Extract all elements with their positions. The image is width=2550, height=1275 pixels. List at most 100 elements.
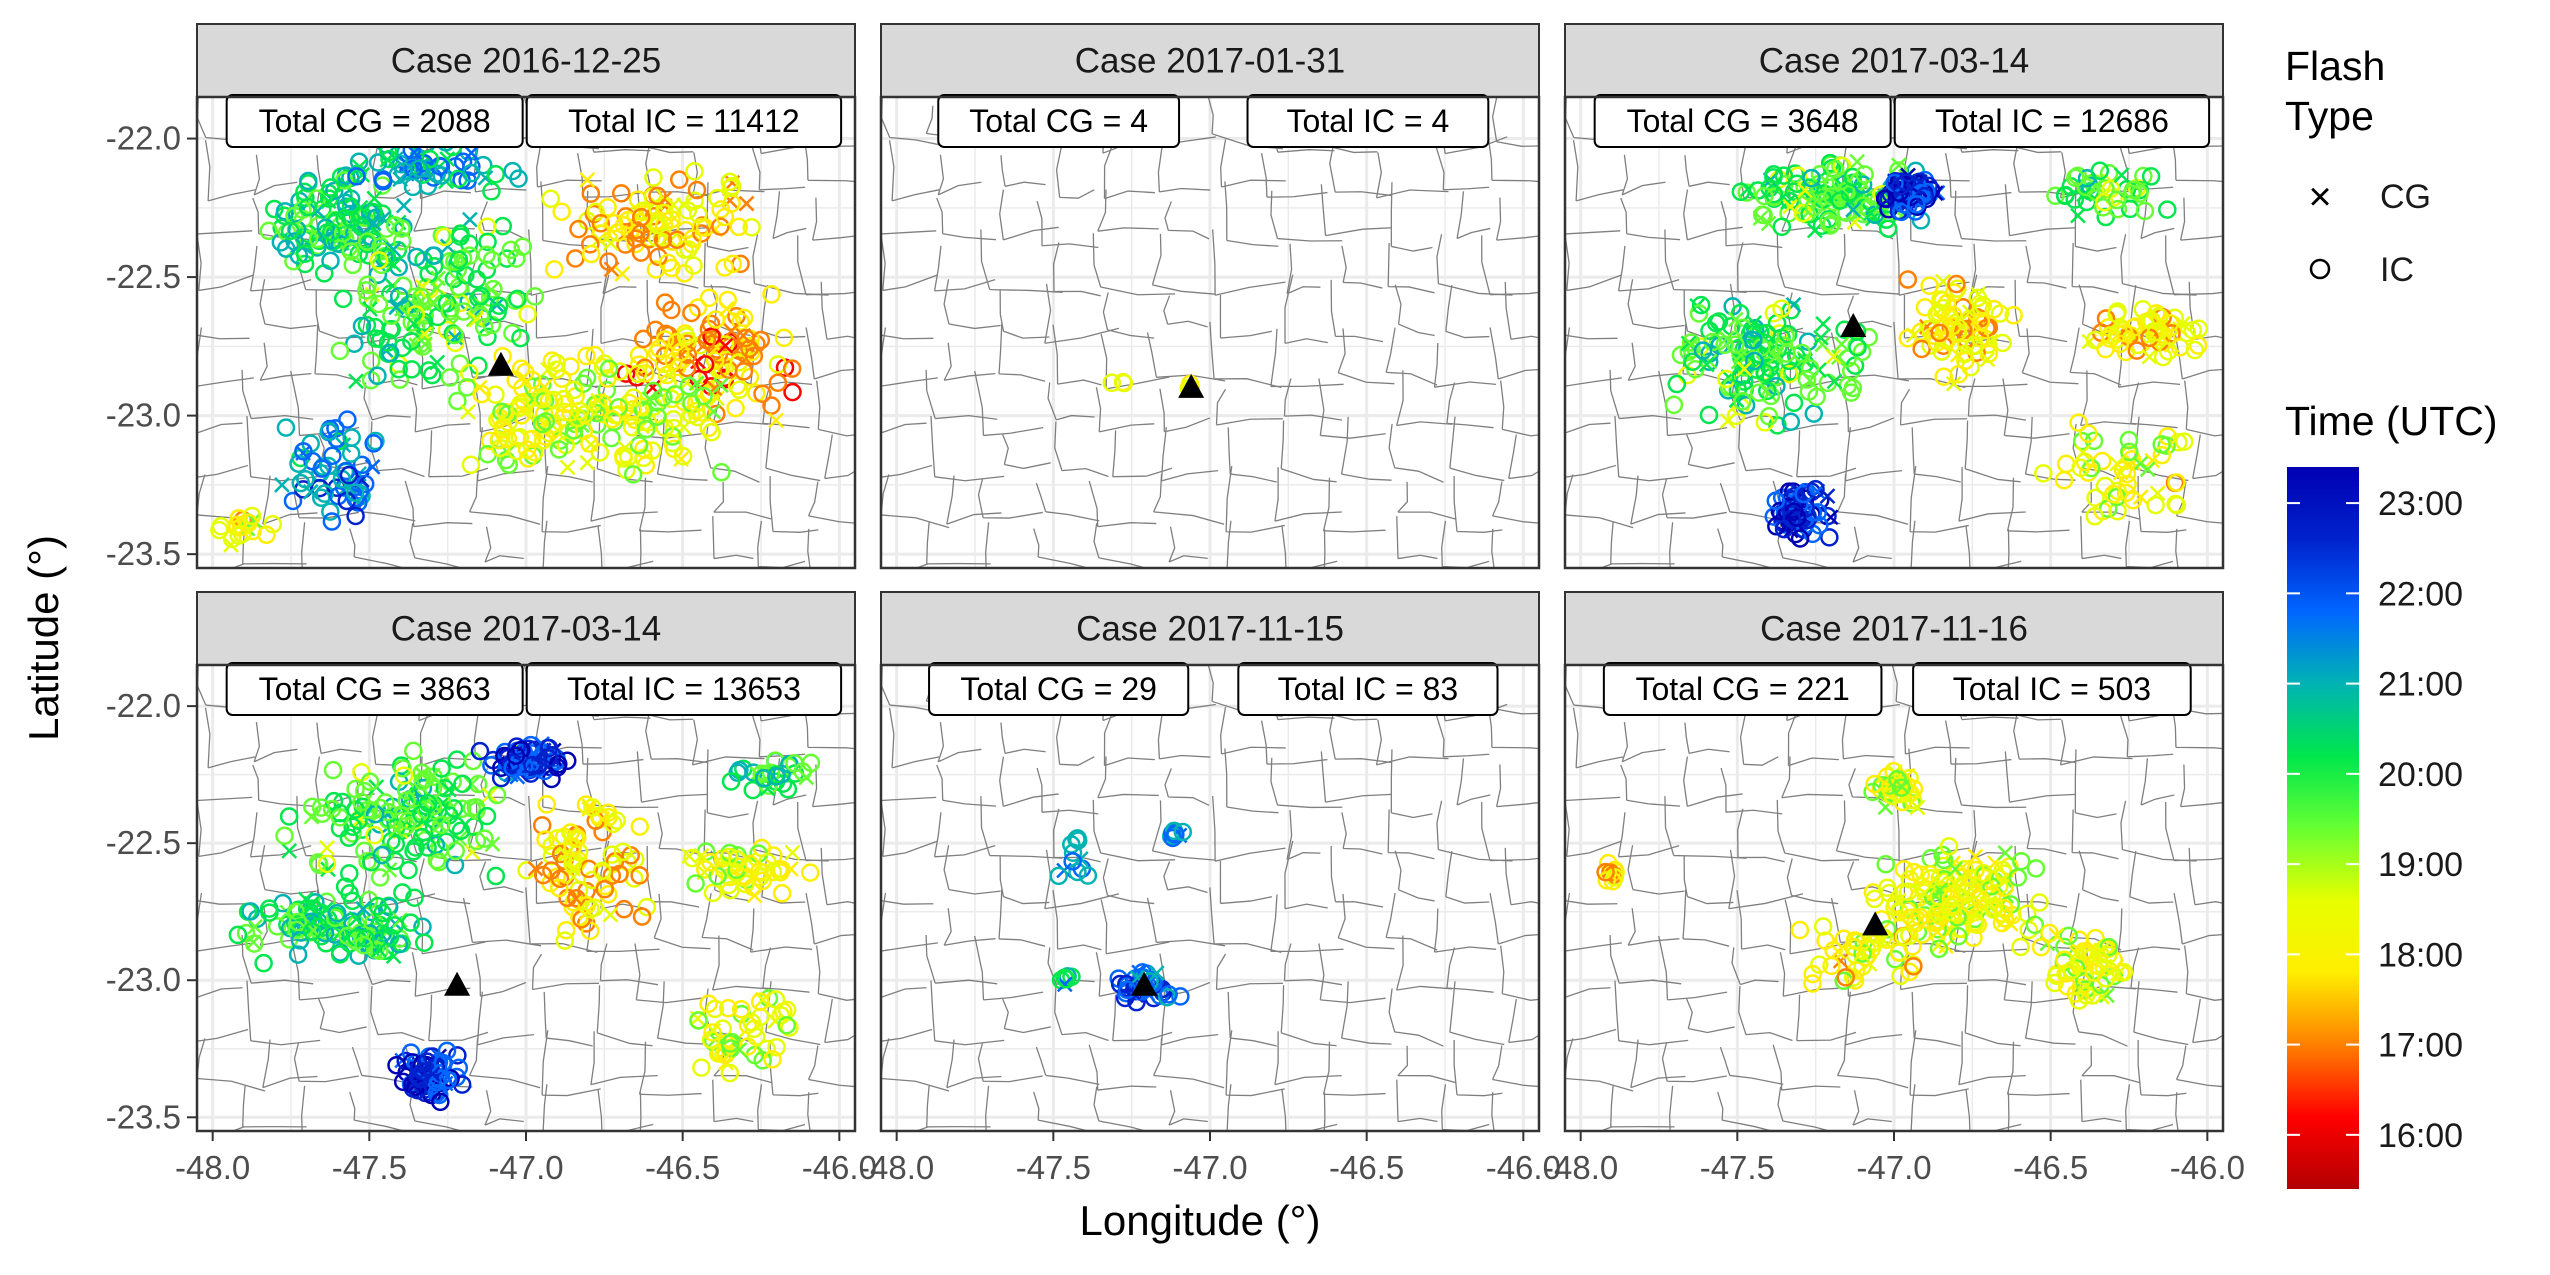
- ic-flash-point: [343, 891, 362, 911]
- municipality-border: [1100, 899, 1170, 955]
- municipality-border: [1164, 201, 1210, 240]
- municipality-border: [1896, 229, 1970, 296]
- municipality-border: [1836, 1038, 1909, 1089]
- x-tick-label: -48.0: [1543, 1149, 1618, 1186]
- ic-flash-point: [1767, 376, 1786, 396]
- cg-flash-point: [617, 439, 634, 456]
- cg-flash-point: [1853, 945, 1870, 962]
- total-ic-label: Total IC = 503: [1953, 671, 2151, 707]
- municipality-border: [349, 1091, 407, 1131]
- ic-flash-point: [1894, 927, 1914, 946]
- total-ic-label-box: [525, 94, 843, 148]
- ic-flash-point: [298, 197, 318, 217]
- municipality-border: [1330, 279, 1384, 343]
- ic-flash-point: [390, 370, 410, 389]
- municipality-border: [980, 229, 1063, 293]
- municipality-border: [888, 140, 940, 202]
- municipality-border: [1035, 482, 1100, 522]
- cg-flash-point: [1813, 329, 1829, 346]
- municipality-border: [1092, 233, 1176, 296]
- ic-flash-point: [729, 353, 749, 372]
- municipality-border: [1033, 1091, 1091, 1131]
- flash-points: [1596, 761, 2134, 1010]
- municipality-border: [2071, 809, 2119, 860]
- x-tick-label: -46.0: [2170, 1149, 2245, 1186]
- ic-flash-point: [460, 363, 479, 383]
- ic-flash-point: [393, 759, 412, 778]
- municipality-border: [985, 1085, 990, 1131]
- ic-flash-point: [380, 928, 400, 947]
- municipality-border: [416, 899, 486, 955]
- municipality-border: [1385, 327, 1438, 386]
- cg-flash-point: [2099, 987, 2115, 1004]
- ic-flash-point: [330, 808, 350, 827]
- ic-flash-point: [720, 1034, 740, 1053]
- municipality-border: [2117, 343, 2181, 388]
- municipality-border: [749, 908, 813, 953]
- ic-flash-point: [489, 296, 509, 315]
- municipality-border: [1565, 334, 1618, 340]
- ic-flash-point: [449, 250, 469, 270]
- ic-flash-point: [2047, 966, 2066, 985]
- municipality-border: [881, 803, 938, 858]
- municipality-border: [1731, 947, 1779, 986]
- municipality-border: [1565, 237, 1622, 292]
- ic-flash-point: [1896, 173, 1916, 192]
- ic-flash-point: [648, 407, 667, 426]
- municipality-border: [881, 987, 927, 999]
- municipality-border: [1621, 154, 1666, 196]
- ic-flash-point: [236, 923, 256, 943]
- cg-flash-point: [693, 847, 710, 864]
- x-tick-label: -46.5: [1329, 1149, 1404, 1186]
- ic-flash-point: [634, 448, 653, 468]
- cg-flash-point: [303, 808, 320, 825]
- ic-flash-point: [2082, 458, 2101, 478]
- ic-flash-point: [1114, 373, 1134, 393]
- municipality-border: [2133, 981, 2189, 1046]
- x-tick-label: -46.0: [1486, 1149, 1561, 1186]
- color-tick-label: 22:00: [2378, 575, 2463, 613]
- ic-flash-point: [373, 903, 392, 923]
- ic-flash-point: [750, 992, 770, 1012]
- ic-flash-point: [763, 1050, 782, 1069]
- ic-flash-point: [410, 159, 429, 178]
- cg-flash-point: [302, 483, 319, 500]
- x-tick-label: -47.5: [1016, 1149, 1091, 1186]
- ic-flash-point: [1761, 386, 1781, 406]
- ic-flash-point: [547, 360, 566, 380]
- municipality-border: [2175, 528, 2223, 568]
- ic-flash-point: [420, 149, 440, 169]
- ic-flash-point: [689, 1011, 708, 1030]
- ic-flash-point: [726, 398, 745, 418]
- ic-flash-point: [288, 945, 308, 964]
- facet-strip: [196, 591, 856, 666]
- facet-title: Case 2017-11-15: [1076, 610, 1344, 649]
- ic-flash-point: [358, 275, 377, 295]
- ic-flash-point: [1736, 355, 1756, 374]
- cg-flash-point: [1951, 309, 1968, 326]
- ic-flash-point: [772, 884, 792, 903]
- ic-flash-point: [267, 917, 287, 936]
- x-tick-label: -48.0: [175, 1149, 250, 1186]
- municipality-border: [1219, 860, 1273, 905]
- ic-flash-point: [728, 850, 747, 869]
- color-tick-label: 19:00: [2378, 846, 2463, 884]
- ic-flash-point: [263, 515, 282, 534]
- ic-flash-point: [630, 866, 649, 885]
- cg-flash-point: [303, 895, 320, 912]
- municipality-border: [881, 900, 934, 905]
- ic-flash-point: [478, 327, 497, 347]
- ic-flash-point: [2096, 309, 2116, 328]
- facet-strip: [196, 23, 856, 98]
- municipality-border: [1225, 466, 1285, 533]
- ic-flash-point: [2040, 923, 2059, 943]
- ic-flash-point: [581, 244, 601, 264]
- ic-flash-point: [210, 520, 229, 540]
- ic-flash-point: [603, 409, 622, 429]
- cg-flash-point: [603, 235, 619, 252]
- cg-flash-point: [681, 848, 698, 864]
- ic-flash-point: [2123, 180, 2143, 200]
- ic-flash-point: [1956, 351, 1975, 371]
- ic-flash-point: [482, 250, 502, 270]
- ic-flash-point: [1904, 957, 1923, 976]
